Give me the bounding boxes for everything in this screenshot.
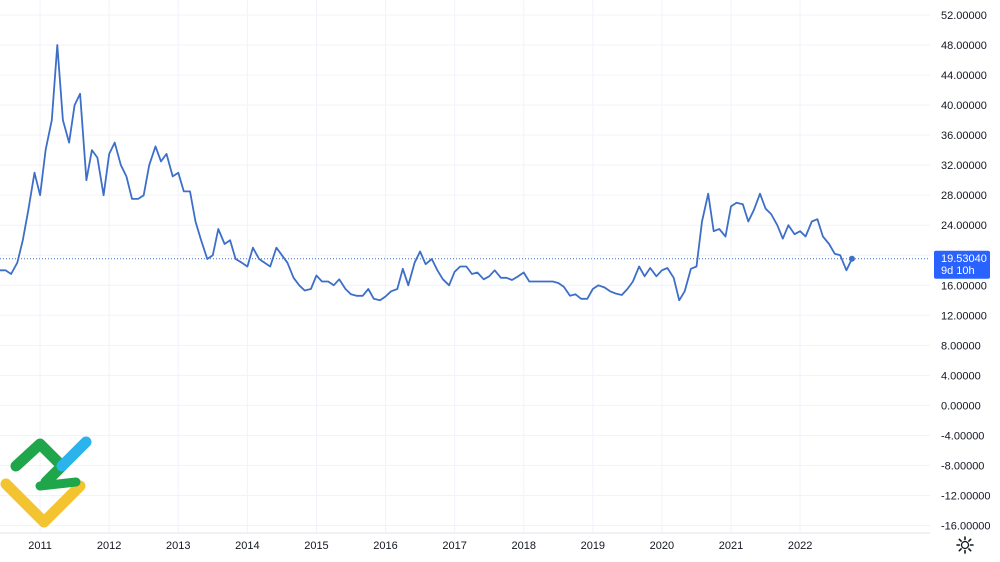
y-tick-label: 24.00000 xyxy=(941,220,987,232)
last-price-tag: 19.53040 9d 10h xyxy=(934,250,990,279)
series-line[interactable] xyxy=(0,44,853,302)
x-tick-label: 2012 xyxy=(97,540,121,552)
y-tick-label: 28.00000 xyxy=(941,190,987,202)
x-axis-ticks: 2011 2012 2013 2014 2015 2016 2017 2018 2019 2020… xyxy=(28,540,812,552)
x-tick-label: 2018 xyxy=(511,540,535,552)
x-tick-label: 2021 xyxy=(719,540,743,552)
y-tick-label: -4.00000 xyxy=(941,430,984,442)
y-tick-label: 0.00000 xyxy=(941,400,981,412)
x-tick-label: 2016 xyxy=(373,540,397,552)
last-price-background xyxy=(934,250,990,279)
brand-logo-icon xyxy=(0,436,92,528)
x-tick-label: 2022 xyxy=(788,540,812,552)
countdown-label: 9d 10h xyxy=(941,265,975,277)
last-price-value: 19.53040 xyxy=(941,253,987,265)
x-tick-label: 2014 xyxy=(235,540,259,552)
y-tick-label: -16.00000 xyxy=(941,520,991,532)
y-tick-label: 44.00000 xyxy=(941,70,987,82)
x-tick-label: 2015 xyxy=(304,540,328,552)
x-tick-label: 2017 xyxy=(442,540,466,552)
y-tick-label: 8.00000 xyxy=(941,340,981,352)
y-tick-label: 40.00000 xyxy=(941,100,987,112)
grid-lines xyxy=(0,0,930,533)
x-tick-label: 2020 xyxy=(650,540,674,552)
y-tick-label: 16.00000 xyxy=(941,280,987,292)
x-tick-label: 2013 xyxy=(166,540,190,552)
last-point-marker[interactable] xyxy=(848,255,855,262)
x-tick-label: 2019 xyxy=(581,540,605,552)
y-tick-label: 32.00000 xyxy=(941,160,987,172)
gear-icon[interactable] xyxy=(955,535,975,555)
y-tick-label: 12.00000 xyxy=(941,310,987,322)
y-tick-label: -12.00000 xyxy=(941,490,991,502)
y-tick-label: 48.00000 xyxy=(941,40,987,52)
y-tick-label: -8.00000 xyxy=(941,460,984,472)
y-tick-label: 36.00000 xyxy=(941,130,987,142)
y-tick-label: 52.00000 xyxy=(941,10,987,22)
x-tick-label: 2011 xyxy=(28,540,52,552)
y-tick-label: 4.00000 xyxy=(941,370,981,382)
